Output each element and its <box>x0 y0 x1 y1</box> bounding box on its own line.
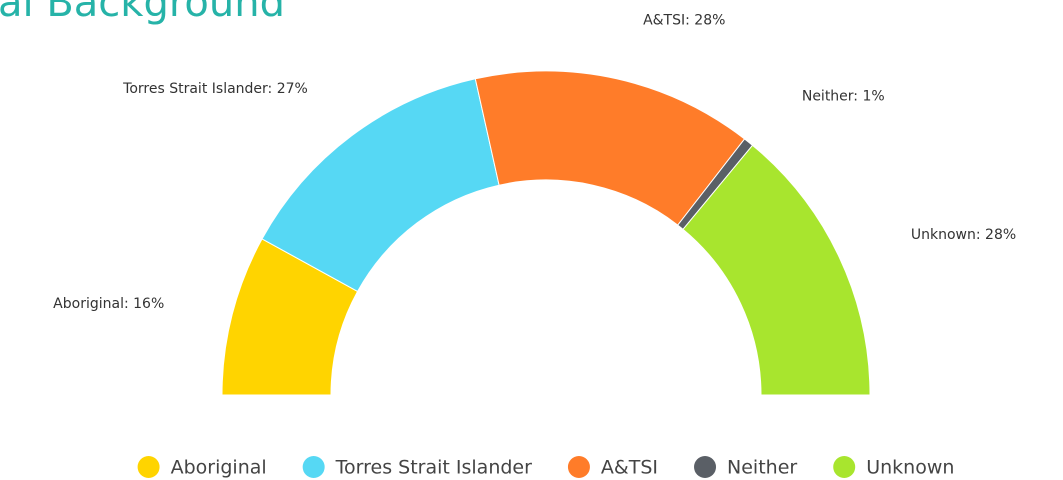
legend-item: A&TSI <box>567 456 658 479</box>
legend-item: Neither <box>694 456 797 479</box>
data-label: A&TSI: 28% <box>643 12 725 28</box>
slices <box>221 70 871 396</box>
legend-item: Unknown <box>833 456 954 479</box>
data-label: Aboriginal: 16% <box>53 296 164 312</box>
data-label: Unknown: 28% <box>911 227 1016 243</box>
slice <box>682 144 871 396</box>
data-label: Neither: 1% <box>802 89 885 105</box>
legend-swatch <box>302 456 325 478</box>
legend-label: Torres Strait Islander <box>335 457 532 479</box>
labels: Aboriginal: 16% Torres Strait Islander: 2… <box>53 12 1016 312</box>
legend-swatch <box>833 456 856 478</box>
legend: Aboriginal Torres Strait Islander A&TSI Nei… <box>137 456 954 479</box>
legend-label: A&TSI <box>601 457 658 479</box>
legend-label: Neither <box>727 457 797 479</box>
data-label: Torres Strait Islander: 27% <box>122 81 308 97</box>
legend-label: Aboriginal <box>171 457 267 479</box>
legend-swatch <box>137 456 160 478</box>
legend-swatch <box>567 456 590 478</box>
legend-item: Aboriginal <box>137 456 267 479</box>
legend-label: Unknown <box>866 457 954 479</box>
legend-item: Torres Strait Islander <box>302 456 532 479</box>
legend-swatch <box>694 456 717 478</box>
chart-title: al Background <box>0 0 285 26</box>
